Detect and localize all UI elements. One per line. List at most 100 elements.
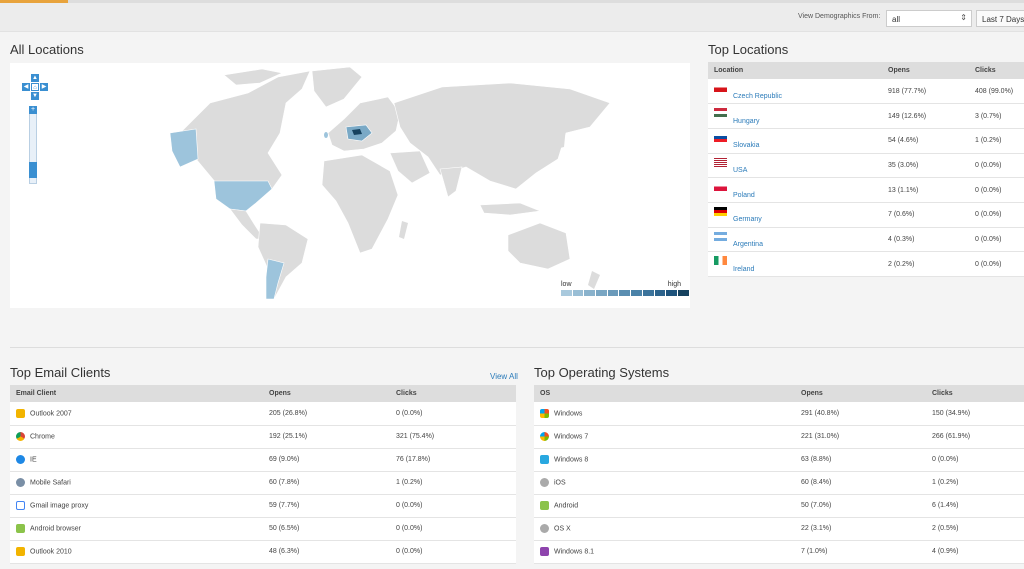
row-opens: 50 (6.5%) [263, 517, 390, 541]
row-name: Windows [554, 410, 583, 418]
safari-icon [16, 478, 25, 487]
location-row: Germany 7 (0.6%) 0 (0.0%) [708, 202, 1024, 228]
row-opens: 205 (26.8%) [263, 402, 390, 426]
row-name: Windows 7 [554, 433, 589, 441]
location-link[interactable]: Argentina [733, 240, 763, 248]
pan-left-icon[interactable]: ◀ [22, 83, 30, 91]
name-cell: Windows 8.1 [534, 540, 795, 564]
row-name: Windows 8 [554, 456, 589, 464]
location-link[interactable]: Czech Republic [733, 92, 783, 100]
world-map[interactable] [10, 63, 690, 308]
table-row: Mobile Safari 60 (7.8%) 1 (0.2%) [10, 471, 516, 495]
legend-swatch [596, 290, 608, 296]
location-link[interactable]: USA [733, 166, 748, 174]
row-clicks: 0 (0.0%) [390, 540, 516, 564]
location-link[interactable]: Germany [733, 216, 762, 224]
row-name: Android browser [30, 525, 81, 533]
name-cell: iOS [534, 471, 795, 495]
table-row: Android browser 50 (6.5%) 0 (0.0%) [10, 517, 516, 541]
cz-flag-icon [714, 83, 727, 92]
map-india [439, 166, 463, 198]
col-clicks: Clicks [969, 62, 1024, 79]
location-cell: Hungary [708, 103, 882, 129]
section-divider [10, 347, 1024, 348]
windows7-icon [540, 432, 549, 441]
table-row: Chrome 192 (25.1%) 321 (75.4%) [10, 425, 516, 449]
row-opens: 48 (6.3%) [263, 540, 390, 564]
row-clicks: 1 (0.2%) [926, 471, 1024, 495]
windows8-icon [540, 455, 549, 464]
us-flag-icon [714, 157, 727, 167]
map-europe [327, 96, 401, 152]
location-link[interactable]: Slovakia [733, 142, 760, 150]
name-cell: OS X [534, 517, 795, 541]
legend-swatch [677, 290, 690, 296]
col-os: OS [534, 385, 795, 402]
pan-right-icon[interactable]: ▶ [40, 83, 48, 91]
name-cell: Outlook 2007 [10, 402, 263, 426]
location-row: Slovakia 54 (4.6%) 1 (0.2%) [708, 128, 1024, 154]
world-map-panel: ▲ ◀ ⌂ ▶ ▼ + low high [10, 63, 690, 308]
col-email-client: Email Client [10, 385, 263, 402]
location-cell: Germany [708, 202, 882, 228]
zoom-slider-handle[interactable] [29, 162, 37, 178]
row-name: iOS [554, 479, 566, 487]
row-name: Outlook 2007 [30, 410, 72, 418]
row-opens: 7 (1.0%) [795, 540, 926, 564]
map-usa [213, 180, 273, 212]
location-link[interactable]: Hungary [733, 117, 760, 125]
location-link[interactable]: Ireland [733, 265, 755, 273]
name-cell: Mobile Safari [10, 471, 263, 495]
legend-swatch [572, 290, 585, 296]
zoom-in-icon[interactable]: + [29, 106, 37, 114]
location-opens: 4 (0.3%) [882, 227, 969, 253]
legend-swatch [607, 290, 620, 296]
row-clicks: 266 (61.9%) [926, 425, 1024, 449]
location-cell: Poland [708, 177, 882, 203]
legend-swatch [642, 290, 655, 296]
pan-up-icon[interactable]: ▲ [31, 74, 39, 82]
legend-swatch [631, 290, 643, 296]
legend-swatch [666, 290, 678, 296]
location-cell: Slovakia [708, 128, 882, 154]
table-row: Gmail image proxy 59 (7.7%) 0 (0.0%) [10, 494, 516, 518]
location-row: Ireland 2 (0.2%) 0 (0.0%) [708, 251, 1024, 277]
location-row: USA 35 (3.0%) 0 (0.0%) [708, 153, 1024, 179]
map-new-zealand [588, 271, 600, 289]
map-madagascar [399, 221, 408, 239]
legend-low-label: low [561, 281, 572, 288]
col-location: Location [708, 62, 882, 79]
android-icon [16, 524, 25, 533]
outlook-icon [16, 547, 25, 556]
legend-color-scale [561, 290, 690, 296]
row-opens: 59 (7.7%) [263, 494, 390, 518]
location-clicks: 0 (0.0%) [969, 177, 1024, 203]
date-range-button[interactable]: Last 7 Days [976, 10, 1024, 27]
location-clicks: 3 (0.7%) [969, 103, 1024, 129]
top-locations-title: Top Locations [708, 42, 789, 57]
location-link[interactable]: Poland [733, 191, 755, 199]
location-clicks: 0 (0.0%) [969, 227, 1024, 253]
android-icon [540, 501, 549, 510]
row-clicks: 0 (0.0%) [390, 402, 516, 426]
map-middle-east [389, 150, 431, 184]
row-clicks: 1 (0.2%) [390, 471, 516, 495]
hu-flag-icon [714, 108, 727, 118]
apple-icon [540, 478, 549, 487]
name-cell: Android [534, 494, 795, 518]
map-argentina [265, 258, 285, 300]
map-ireland [324, 132, 328, 138]
zoom-slider[interactable]: + [29, 106, 37, 184]
view-all-link[interactable]: View All [490, 372, 518, 381]
map-alaska [169, 128, 199, 168]
row-name: OS X [554, 525, 571, 533]
map-japan [556, 127, 566, 149]
map-greenland [311, 66, 363, 108]
top-border [0, 0, 1024, 3]
table-row: iOS 60 (8.4%) 1 (0.2%) [534, 471, 1024, 495]
demographics-select[interactable]: all ⇕ [886, 10, 972, 27]
home-icon[interactable]: ⌂ [31, 83, 39, 91]
pan-down-icon[interactable]: ▼ [31, 92, 39, 100]
row-clicks: 6 (1.4%) [926, 494, 1024, 518]
top-email-clients-title: Top Email Clients [10, 365, 111, 380]
